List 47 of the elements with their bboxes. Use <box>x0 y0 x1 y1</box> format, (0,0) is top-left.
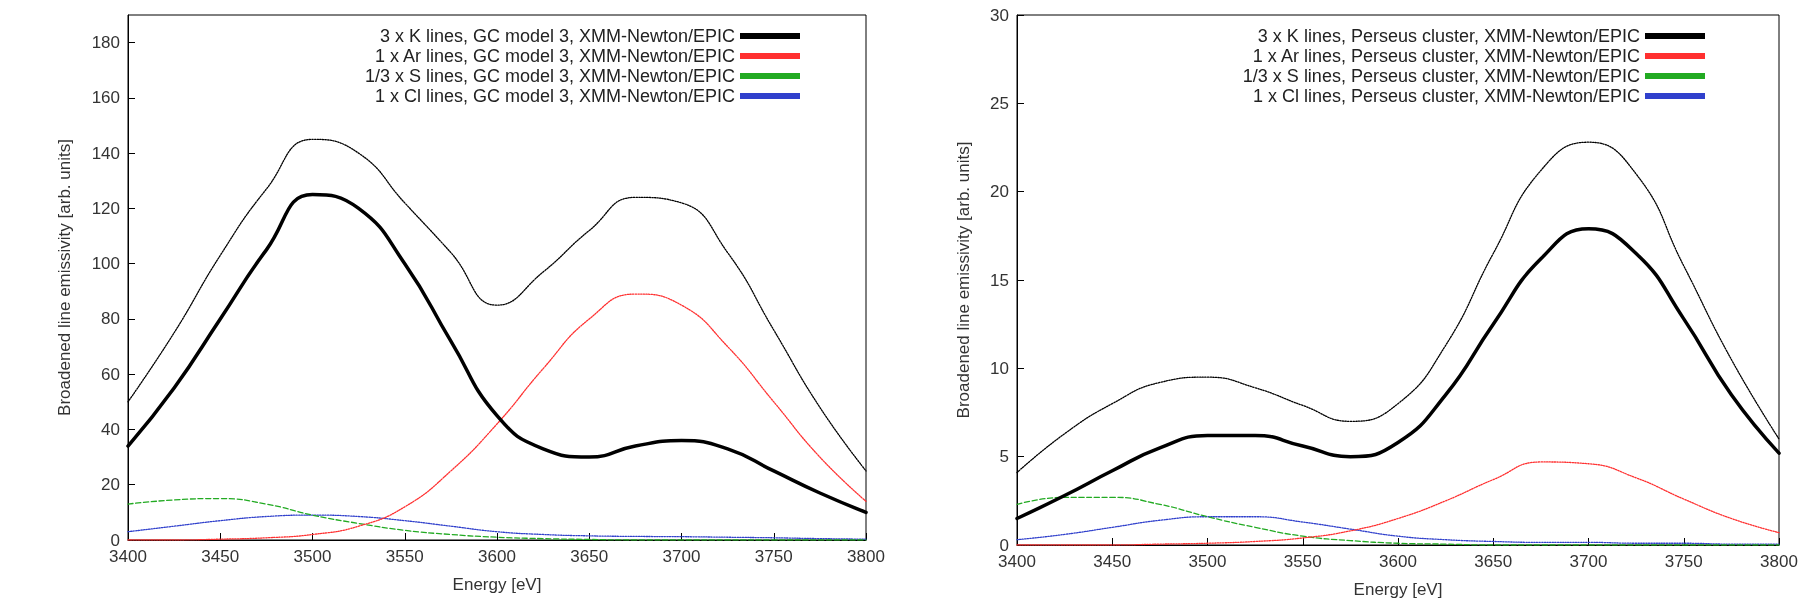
x-tick-label: 3450 <box>201 547 240 566</box>
y-tick-label: 120 <box>91 198 120 218</box>
x-tick-label: 3400 <box>998 552 1036 571</box>
legend-label: 3 x K lines, GC model 3, XMM-Newton/EPIC <box>379 26 735 46</box>
legend-label: 1 x Ar lines, Perseus cluster, XMM-Newton/EPIC <box>1252 46 1640 66</box>
legend-label: 3 x K lines, Perseus cluster, XMM-Newton/EPIC <box>1257 26 1640 46</box>
x-tick-label: 3650 <box>1474 552 1513 571</box>
y-tick-label: 40 <box>101 419 120 439</box>
x-tick-label: 3650 <box>570 547 609 566</box>
y-tick-label: 30 <box>990 5 1009 25</box>
x-tick-label: 3500 <box>293 547 332 566</box>
y-tick-label: 5 <box>999 447 1009 467</box>
x-axis-title: Energy [eV] <box>1353 580 1443 599</box>
x-tick-label: 3550 <box>1283 552 1322 571</box>
legend-label: 1 x Cl lines, GC model 3, XMM-Newton/EPIC <box>374 86 735 106</box>
x-tick-label: 3750 <box>754 547 793 566</box>
x-tick-label: 3450 <box>1093 552 1132 571</box>
x-tick-label: 3500 <box>1188 552 1227 571</box>
legend-label: 1 x Cl lines, Perseus cluster, XMM-Newton/EPIC <box>1252 86 1640 106</box>
legend-label: 1/3 x S lines, Perseus cluster, XMM-Newton/EPIC <box>1242 66 1640 86</box>
y-tick-label: 20 <box>101 475 120 495</box>
y-tick-label: 160 <box>91 88 120 108</box>
x-tick-label: 3550 <box>385 547 424 566</box>
x-tick-label: 3750 <box>1664 552 1703 571</box>
y-tick-label: 100 <box>91 254 120 274</box>
y-tick-label: 0 <box>110 530 120 550</box>
legend-label: 1/3 x S lines, GC model 3, XMM-Newton/EPIC <box>364 66 735 86</box>
y-tick-label: 25 <box>990 93 1009 113</box>
y-axis-title: Broadened line emissivity [arb. units] <box>55 139 74 416</box>
x-axis-title: Energy [eV] <box>452 575 542 594</box>
x-tick-label: 3600 <box>1379 552 1417 571</box>
x-tick-label: 3700 <box>1569 552 1608 571</box>
y-tick-label: 80 <box>101 309 120 329</box>
y-tick-label: 60 <box>101 364 120 384</box>
y-tick-label: 10 <box>990 358 1009 378</box>
x-tick-label: 3400 <box>109 547 147 566</box>
y-tick-label: 0 <box>999 535 1009 555</box>
y-tick-label: 15 <box>990 270 1009 290</box>
x-tick-label: 3800 <box>847 547 885 566</box>
x-tick-label: 3600 <box>478 547 516 566</box>
x-tick-label: 3800 <box>1760 552 1798 571</box>
y-tick-label: 20 <box>990 182 1009 202</box>
y-tick-label: 140 <box>91 143 120 163</box>
y-axis-title: Broadened line emissivity [arb. units] <box>954 141 973 419</box>
x-tick-label: 3700 <box>662 547 701 566</box>
legend-label: 1 x Ar lines, GC model 3, XMM-Newton/EPIC <box>374 46 735 66</box>
y-tick-label: 180 <box>91 33 120 53</box>
